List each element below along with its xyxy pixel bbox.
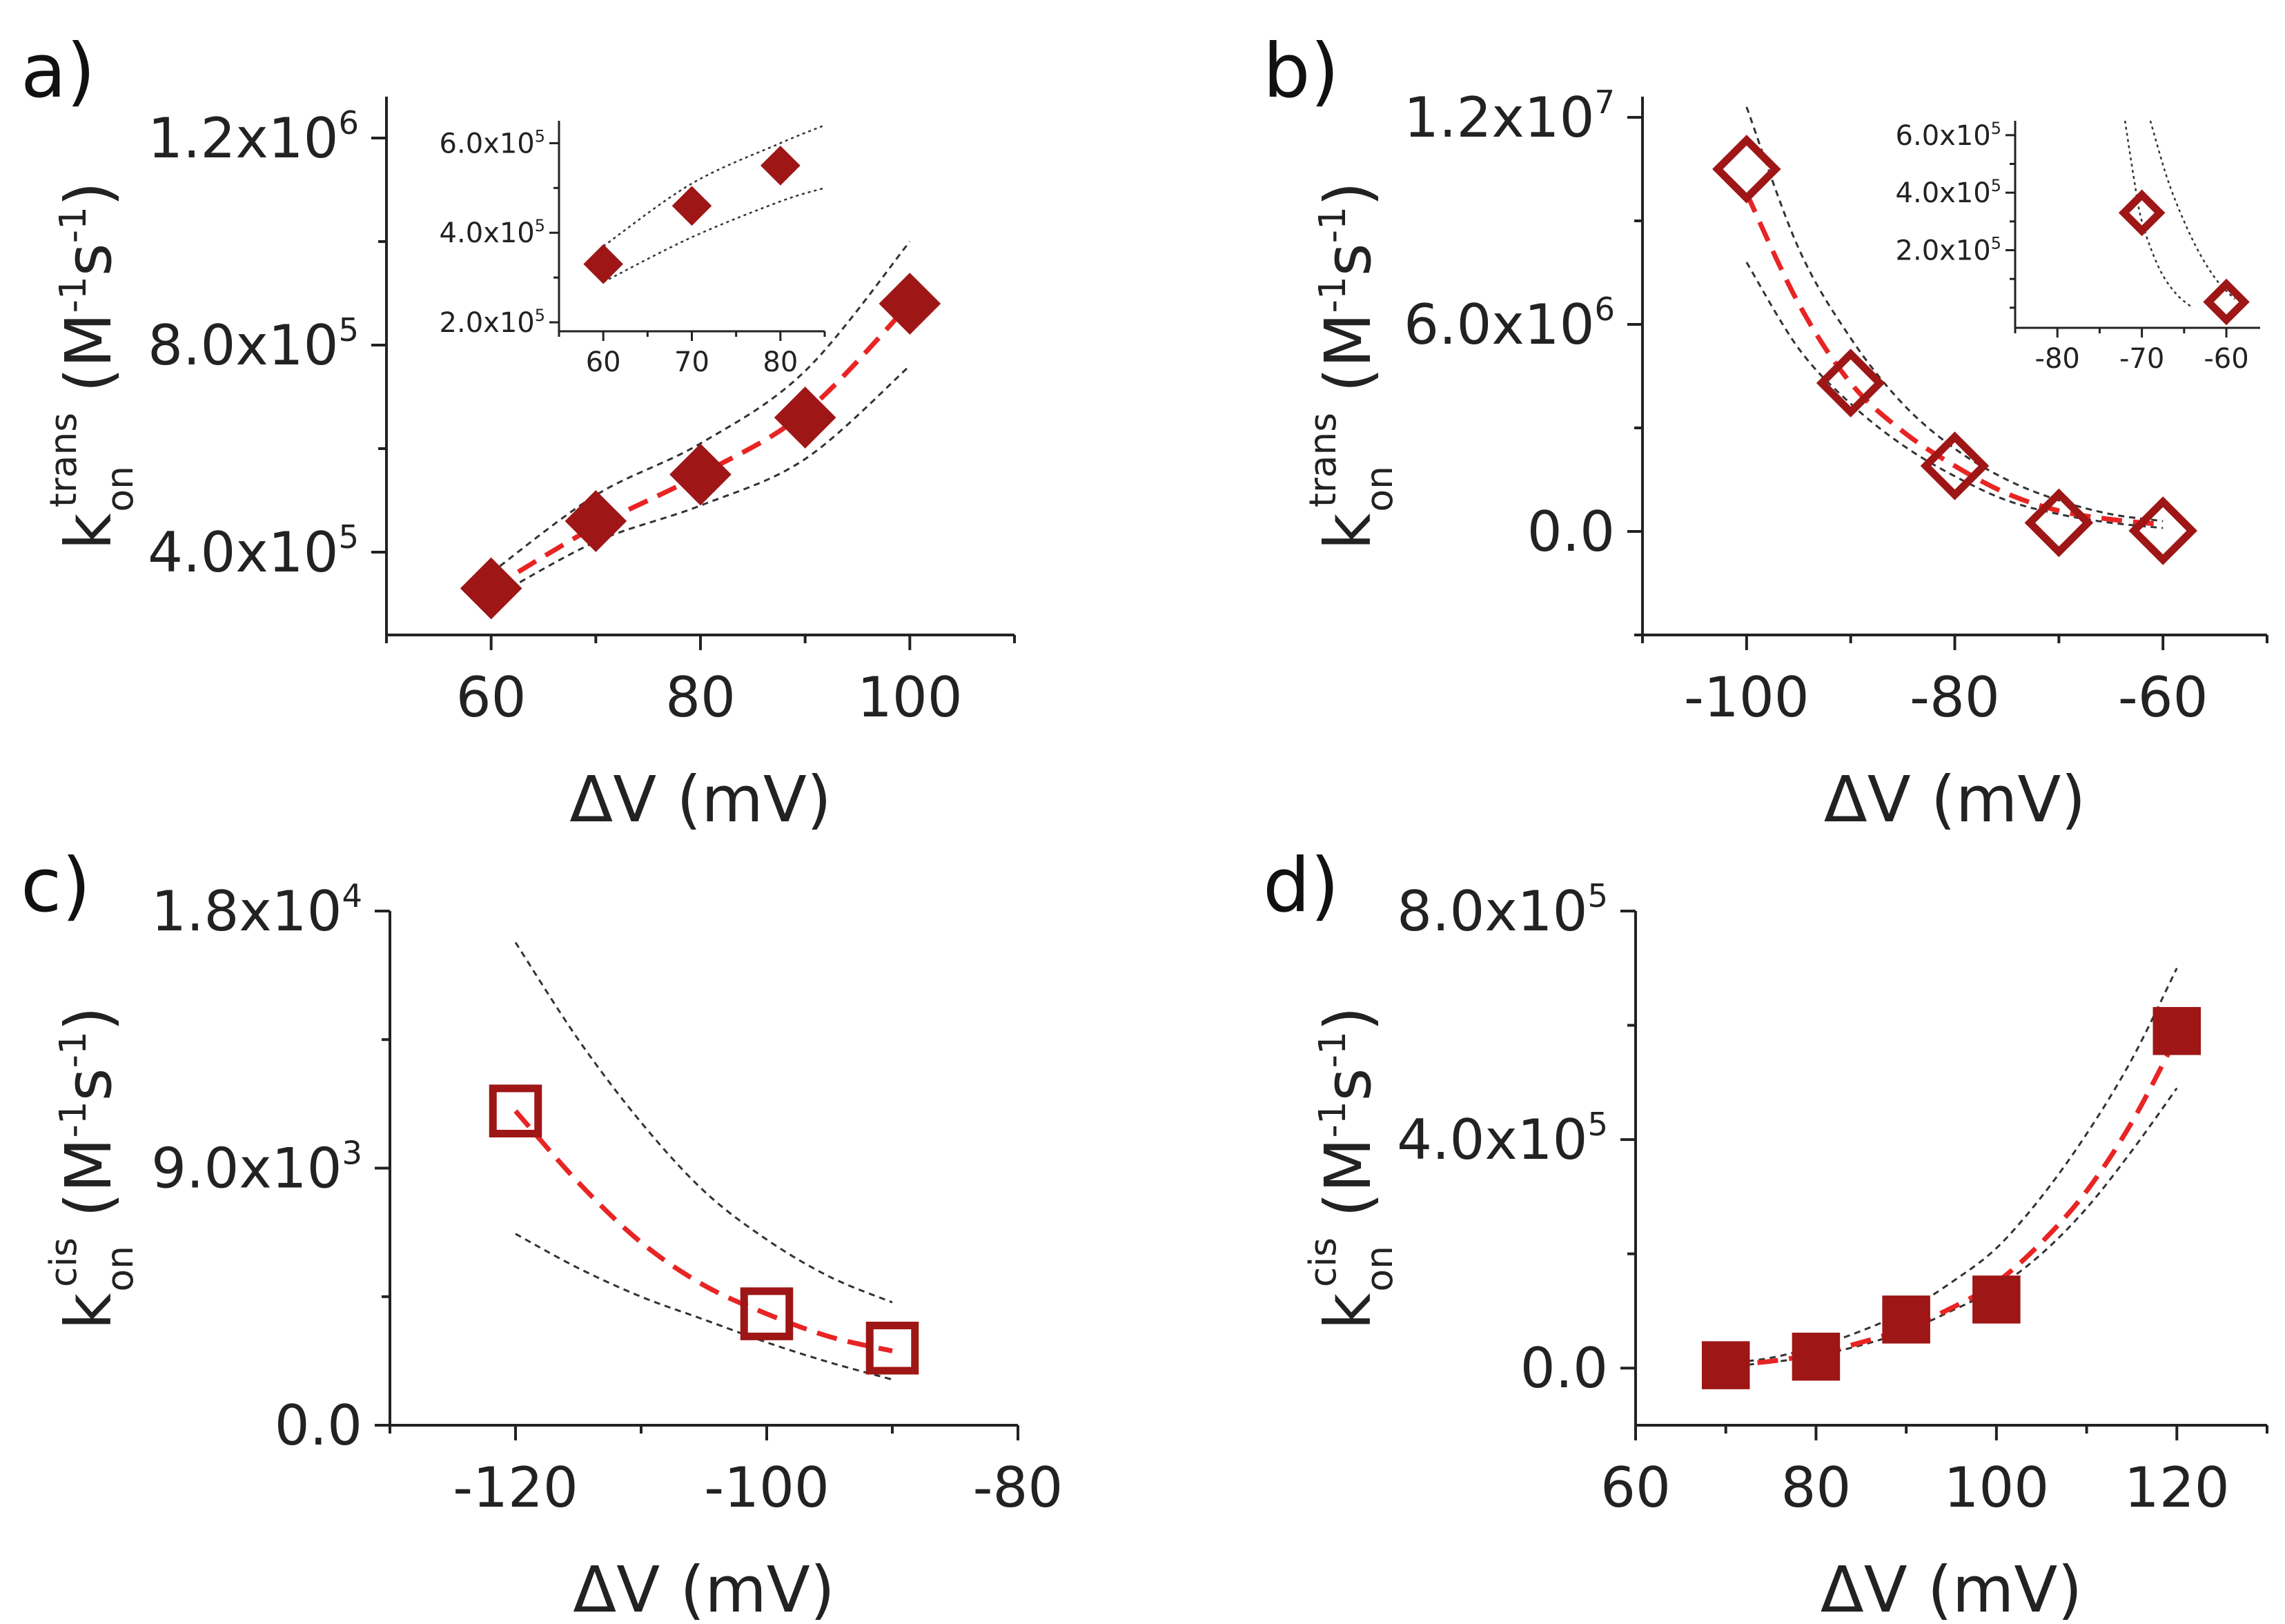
confidence-band-lower (490, 364, 911, 600)
data-point (761, 146, 801, 186)
data-point (460, 557, 522, 620)
confidence-band-lower (1725, 1087, 2178, 1368)
panel-a: a) 60 80 100 4.0x105 8.0x105 1.2x106 ΔV (mV) kon… (21, 28, 1016, 837)
panel-label: b) (1263, 28, 1340, 115)
y-tick-label: 1.2x107 (1404, 84, 1615, 150)
x-tick-label: 120 (2124, 1456, 2230, 1520)
data-point (1792, 1332, 1841, 1381)
y-tick-label: 8.0x105 (148, 311, 359, 378)
data-point (1882, 1295, 1930, 1344)
x-tick-label: -80 (973, 1456, 1063, 1520)
x-tick-label: 100 (1944, 1456, 2050, 1520)
confidence-band-upper (2149, 120, 2236, 300)
confidence-band-upper (1745, 106, 2164, 522)
panel-label: a) (21, 28, 95, 115)
y-tick-label: 1.2x106 (148, 104, 359, 170)
y-tick-label: 4.0x105 (1896, 176, 2001, 209)
x-tick-label: 80 (1781, 1456, 1852, 1520)
x-tick-label: 60 (586, 346, 621, 378)
data-point (2024, 488, 2094, 558)
x-tick-label: -60 (2118, 665, 2208, 730)
panel-label: d) (1263, 843, 1340, 929)
data-point (2203, 278, 2250, 326)
data-point (669, 443, 732, 506)
data-point (489, 1084, 542, 1137)
x-axis-title: ΔV (mV) (1821, 1553, 2082, 1624)
confidence-band-upper (514, 941, 893, 1304)
y-tick-label: 8.0x105 (1397, 877, 1608, 943)
fit-curve (513, 1109, 893, 1353)
y-tick-label: 6.0x105 (1896, 119, 2001, 152)
x-tick-label: -60 (2204, 343, 2248, 375)
y-tick-label: 0.0 (1520, 1336, 1608, 1400)
x-axis-title: ΔV (mV) (573, 1553, 834, 1624)
confidence-band-lower (515, 1233, 893, 1381)
y-tick-label: 4.0x105 (148, 518, 359, 585)
data-point (583, 244, 623, 284)
x-axis-title: ΔV (mV) (1824, 763, 2086, 837)
y-tick-label: 9.0x103 (151, 1135, 362, 1201)
data-point (740, 1287, 794, 1340)
x-axis-title: ΔV (mV) (569, 763, 831, 837)
panel-label: c) (21, 843, 91, 929)
y-tick-label: 1.8x104 (151, 877, 362, 943)
confidence-band-upper (490, 241, 911, 574)
confidence-band-lower (2124, 120, 2193, 309)
x-tick-label: -80 (1910, 665, 2000, 730)
data-point (2128, 496, 2197, 565)
x-tick-label: -100 (1684, 665, 1810, 730)
x-tick-label: 80 (665, 665, 736, 730)
y-axis-title: kontrans (M-1s-1) (41, 182, 141, 550)
x-tick-label: 60 (456, 665, 527, 730)
y-axis-title: koncis (M-1s-1) (1301, 1006, 1401, 1329)
data-point (1920, 431, 1990, 500)
x-tick-label: -70 (2119, 343, 2164, 375)
data-point (671, 186, 712, 226)
data-point (774, 387, 836, 449)
panel-d: d) 60 80 100 120 0.0 4.0x105 8.0x105 ΔV (mV) konc… (1263, 843, 2268, 1624)
data-point (879, 273, 941, 335)
x-tick-label: -120 (453, 1456, 578, 1520)
x-tick-label: 80 (763, 346, 798, 378)
y-tick-label: 6.0x106 (1404, 291, 1615, 357)
y-tick-label: 2.0x105 (440, 306, 545, 339)
y-axis-title: kontrans (M-1s-1) (1301, 182, 1401, 550)
x-tick-label: 100 (857, 665, 963, 730)
inset-chart: 60 70 80 2.0x105 4.0x105 6.0x105 (440, 121, 826, 378)
x-tick-label: 60 (1600, 1456, 1671, 1520)
y-tick-label: 0.0 (1527, 500, 1615, 564)
confidence-band-lower (1745, 262, 2164, 529)
confidence-band-upper (1725, 968, 2178, 1365)
data-point (865, 1321, 919, 1375)
confidence-band-lower (602, 187, 825, 283)
data-point (2118, 189, 2166, 237)
data-point (2152, 1007, 2201, 1055)
y-axis-title: koncis (M-1s-1) (41, 1006, 141, 1329)
fit-curve (1725, 1035, 2179, 1368)
y-tick-label: 4.0x105 (440, 216, 545, 249)
x-tick-label: -80 (2035, 343, 2080, 375)
y-tick-label: 4.0x105 (1397, 1106, 1608, 1172)
x-tick-label: 70 (674, 346, 709, 378)
y-tick-label: 2.0x105 (1896, 234, 2001, 267)
inset-chart: -80 -70 -60 2.0x105 4.0x105 6.0x105 (1896, 119, 2260, 375)
data-point (1972, 1275, 2021, 1324)
confidence-band-upper (602, 124, 825, 247)
panel-b: b) -100 -80 -60 0.0 6.0x106 1.2x107 ΔV (mV) kont… (1263, 28, 2268, 837)
data-point (1816, 349, 1885, 418)
panel-c: c) -120 -100 -80 0.0 9.0x103 1.8x104 ΔV (mV) kon… (21, 843, 1063, 1624)
y-tick-label: 6.0x105 (440, 126, 545, 159)
data-point (1701, 1341, 1750, 1389)
x-tick-label: -100 (704, 1456, 830, 1520)
data-point (1712, 135, 1781, 204)
y-tick-label: 0.0 (275, 1393, 362, 1458)
data-point (565, 490, 627, 552)
